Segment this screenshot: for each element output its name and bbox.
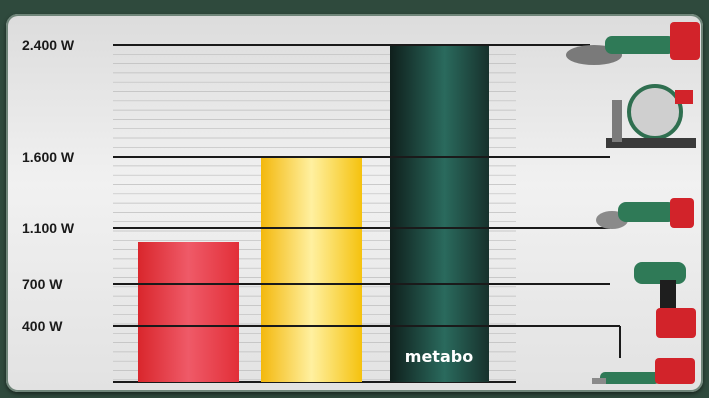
multi-tool-icon [592, 358, 695, 384]
compact-grinder-icon [596, 198, 694, 229]
y-tick-label: 700 W [22, 276, 63, 292]
bar-2 [261, 157, 362, 382]
bar-1 [138, 242, 239, 382]
drill-driver-icon [634, 262, 696, 338]
y-tick-label: 1.600 W [22, 149, 75, 165]
bar-3 [390, 45, 489, 382]
brand-label: metabo [405, 347, 473, 366]
y-tick-label: 1.100 W [22, 220, 75, 236]
angle-grinder-icon [566, 22, 700, 65]
y-tick-label: 2.400 W [22, 37, 75, 53]
y-tick-label: 400 W [22, 318, 63, 334]
miter-saw-icon [606, 84, 696, 148]
